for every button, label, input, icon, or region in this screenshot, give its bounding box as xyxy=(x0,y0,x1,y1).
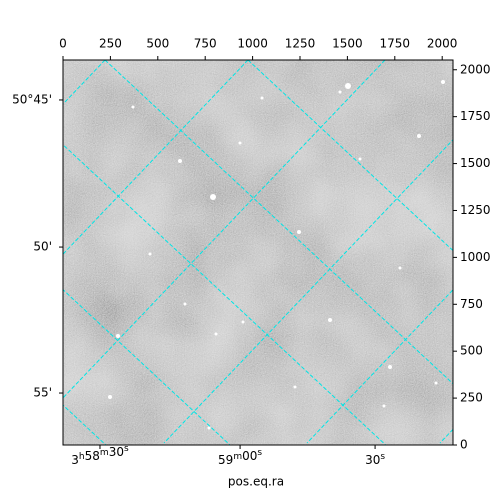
y-tick-label: 1500 xyxy=(460,156,491,170)
wcs-grid xyxy=(63,60,453,445)
x-tick-label: 0 xyxy=(59,37,67,51)
x-tick-label: 1500 xyxy=(332,37,363,51)
x-tick-label: 2000 xyxy=(427,37,458,51)
dec-tick-label: 50°45' xyxy=(12,92,52,106)
dec-tick-label: 55' xyxy=(33,386,52,400)
axes-frame xyxy=(62,59,454,446)
x-tick-label: 1750 xyxy=(380,37,411,51)
y-tick-label: 1000 xyxy=(460,250,491,264)
x-tick-label: 1250 xyxy=(285,37,316,51)
y-tick-label: 250 xyxy=(460,391,483,405)
x-tick-label: 1000 xyxy=(237,37,268,51)
ra-tick-label: 3h58m30s xyxy=(71,444,129,467)
y-tick-label: 500 xyxy=(460,344,483,358)
y-tick-label: 750 xyxy=(460,297,483,311)
y-tick-label: 1250 xyxy=(460,203,491,217)
ra-tick-label: 59m00s xyxy=(218,448,262,467)
y-tick-label: 0 xyxy=(460,438,468,452)
image xyxy=(63,60,453,445)
x-tick-label: 250 xyxy=(99,37,122,51)
x-axis-label: pos.eq.ra xyxy=(228,475,284,489)
stars xyxy=(108,80,445,430)
dec-tick-label: 50' xyxy=(33,240,52,254)
ra-tick-label: 30s xyxy=(365,452,385,467)
x-tick-label: 750 xyxy=(194,37,217,51)
y-tick-label: 1750 xyxy=(460,109,491,123)
x-tick-label: 500 xyxy=(146,37,169,51)
y-tick-label: 2000 xyxy=(460,62,491,76)
